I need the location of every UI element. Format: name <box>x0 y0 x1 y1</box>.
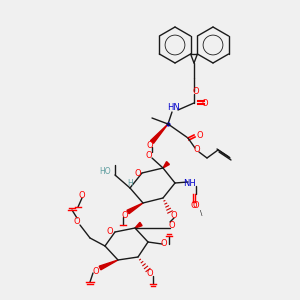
Text: O: O <box>194 146 200 154</box>
Text: O: O <box>135 169 141 178</box>
Text: O: O <box>193 86 199 95</box>
Text: O: O <box>122 211 128 220</box>
Text: O: O <box>107 227 113 236</box>
Text: HN: HN <box>168 103 180 112</box>
Polygon shape <box>163 162 169 168</box>
Text: O: O <box>161 239 167 248</box>
Text: O: O <box>147 142 153 151</box>
Text: O: O <box>197 131 203 140</box>
Text: H: H <box>127 178 133 188</box>
Text: O: O <box>93 266 99 275</box>
Text: NH: NH <box>184 179 196 188</box>
Polygon shape <box>135 222 142 228</box>
Text: O: O <box>74 217 80 226</box>
Text: O: O <box>193 202 199 211</box>
Text: O: O <box>202 98 208 107</box>
Text: O: O <box>171 212 177 220</box>
Text: O: O <box>191 202 197 211</box>
Polygon shape <box>127 203 143 214</box>
Polygon shape <box>99 260 118 270</box>
Polygon shape <box>151 124 168 143</box>
Text: O: O <box>146 152 152 160</box>
Text: O: O <box>169 221 175 230</box>
Text: HO: HO <box>99 167 111 176</box>
Text: O: O <box>79 190 85 200</box>
Text: O: O <box>147 268 153 278</box>
Text: \: \ <box>200 210 202 216</box>
